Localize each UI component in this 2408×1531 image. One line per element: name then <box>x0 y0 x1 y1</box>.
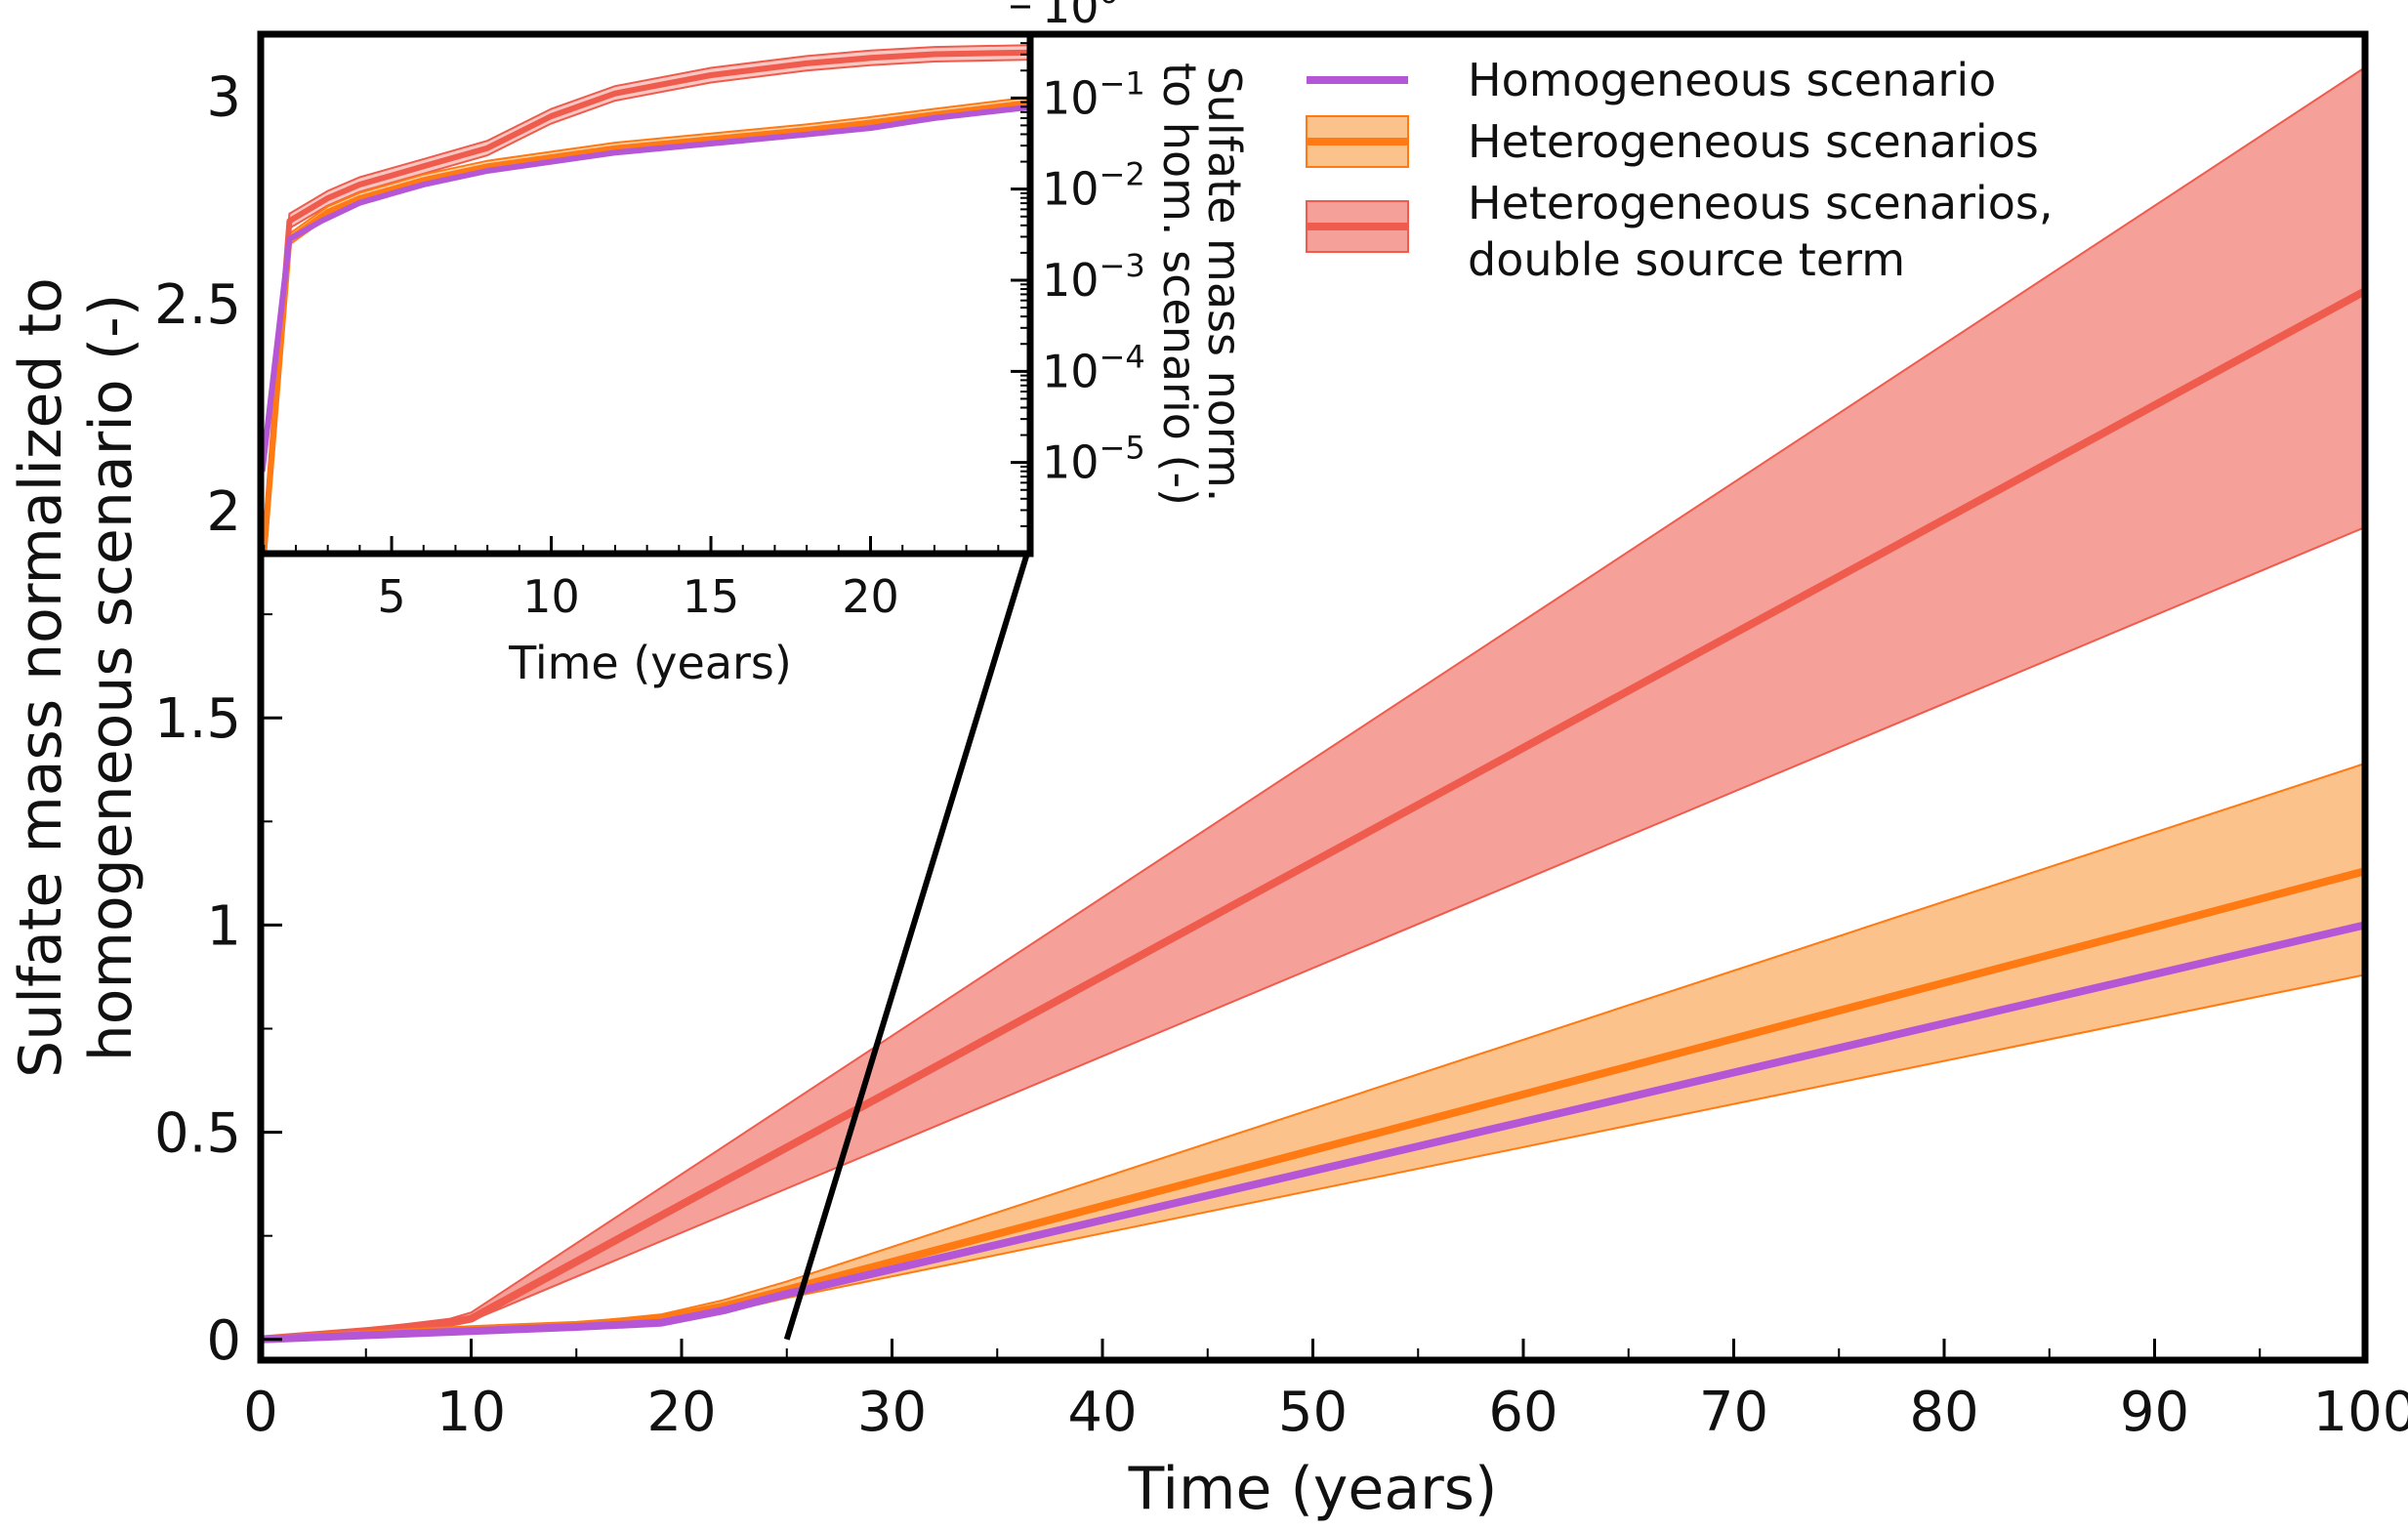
inset-y-tick-label: 10−2 <box>1042 156 1145 216</box>
y-axis-label-line: homogeneous scenario (-) <box>77 294 145 1061</box>
inset-y-tick-label: 10−3 <box>1042 247 1145 307</box>
zoom-connector-line <box>783 547 1032 1341</box>
x-tick-label: 40 <box>1067 1381 1137 1444</box>
y-tick-label: 2.5 <box>154 273 241 337</box>
x-tick-label: 60 <box>1488 1381 1557 1444</box>
x-tick-label: 100 <box>2313 1381 2408 1444</box>
y-tick-label: 2 <box>206 480 241 544</box>
x-tick-label: 70 <box>1699 1381 1768 1444</box>
x-tick-label: 30 <box>857 1381 927 1444</box>
y-tick-label: 1 <box>206 894 241 958</box>
legend: Homogeneous scenario Heterogeneous scenar… <box>1306 54 2053 286</box>
x-axis-label: Time (years) <box>1128 1455 1498 1523</box>
x-tick-label: 10 <box>436 1381 506 1444</box>
legend-label: Heterogeneous scenarios, <box>1468 177 2053 229</box>
y-axis-label: Sulfate mass normalized to homogeneous sc… <box>7 277 145 1078</box>
x-tick-label: 80 <box>1909 1381 1978 1444</box>
y-axis-label-line: Sulfate mass normalized to <box>7 277 75 1078</box>
inset-x-tick-label: 15 <box>683 570 740 623</box>
main-plot: 0 10 20 30 40 50 60 70 80 90 100 0 0.5 1 1.5 2 2.5 3 Time … <box>7 30 2408 1523</box>
inset-line-series-0 <box>261 49 1030 554</box>
line-series-2 <box>260 921 2366 1344</box>
inset-y-tick-label: 10−1 <box>1042 64 1145 124</box>
inset-y-axis-label-line: Sulfate mass norm. <box>1198 66 1251 503</box>
y-tick-label: 1.5 <box>154 687 241 751</box>
inset-x-tick-label: 20 <box>842 570 899 623</box>
legend-label: double source term <box>1468 233 1905 286</box>
inset-y-tick-label: 10−5 <box>1042 430 1145 489</box>
inset-plot: 5 10 15 20 Time (years) 100 10−1 10−2 10−3 10−4 10… <box>257 0 1251 689</box>
inset-x-axis-label: Time (years) <box>508 637 792 689</box>
inset-line-series-1 <box>261 100 1030 554</box>
inset-y-tick-label: 10−4 <box>1042 338 1145 397</box>
inset-x-tick-label: 5 <box>377 570 405 623</box>
inset-y-tick-label: 100 <box>1042 0 1119 33</box>
inset-y-axis-label-line: to hom. scenario (-) <box>1153 62 1206 506</box>
x-tick-label: 0 <box>243 1381 278 1444</box>
y-tick-label: 3 <box>206 66 241 130</box>
inset-line-series-2 <box>261 103 1030 473</box>
y-tick-label: 0.5 <box>154 1102 241 1166</box>
y-tick-label: 0 <box>206 1309 241 1373</box>
legend-label: Heterogeneous scenarios <box>1468 115 2039 168</box>
inset-x-tick-label: 10 <box>522 570 580 623</box>
x-tick-label: 50 <box>1278 1381 1348 1444</box>
legend-label: Homogeneous scenario <box>1468 54 1996 106</box>
inset-series-group <box>261 44 1030 554</box>
x-tick-label: 20 <box>646 1381 716 1444</box>
x-tick-label: 90 <box>2120 1381 2189 1444</box>
